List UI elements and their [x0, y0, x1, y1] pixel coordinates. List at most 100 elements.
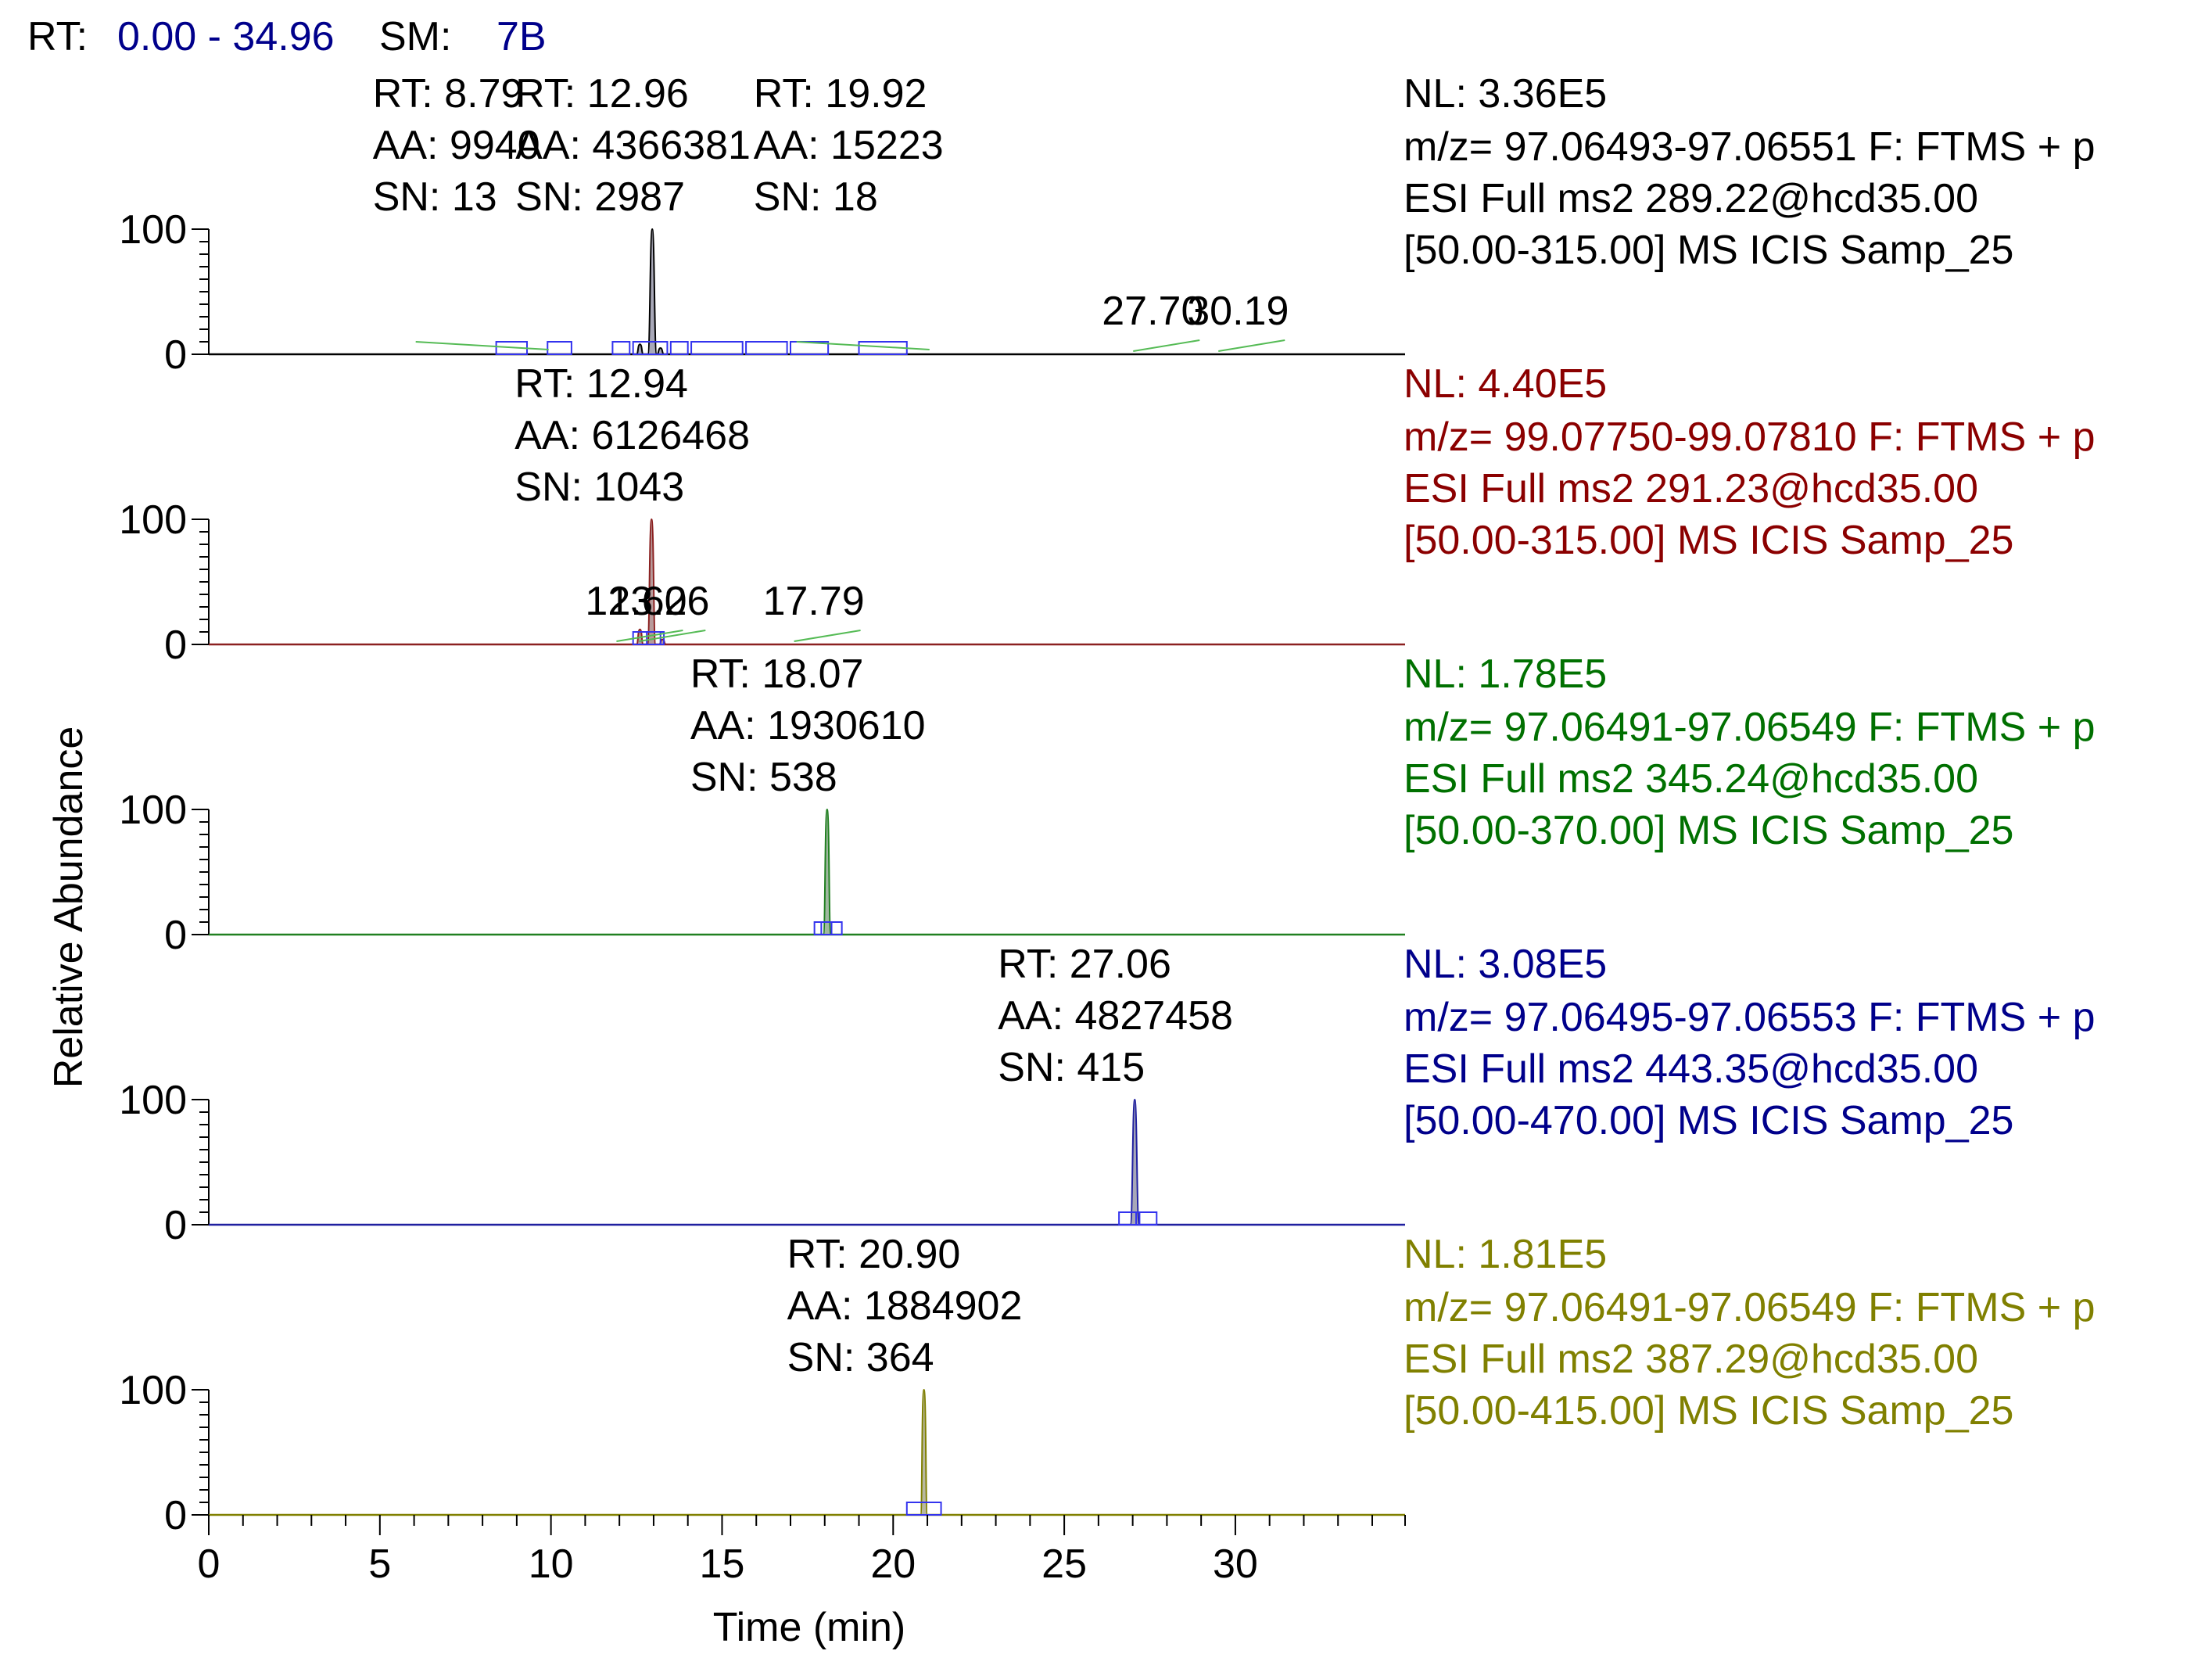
scan-filter-line: m/z= 99.07750-99.07810 F: FTMS + p	[1404, 414, 2095, 460]
peak-annotation-line: SN: 364	[787, 1335, 934, 1380]
y-tick-label: 100	[119, 497, 187, 543]
integration-box	[745, 341, 788, 355]
x-axis-title: Time (min)	[713, 1605, 906, 1650]
x-tick-label: 5	[368, 1541, 391, 1587]
scan-filter-line: m/z= 97.06493-97.06551 F: FTMS + p	[1404, 124, 2095, 170]
y-tick-label: 100	[119, 788, 187, 833]
peak-2	[636, 343, 644, 355]
normalization-level: NL: 3.36E5	[1404, 71, 1607, 117]
integration-box	[1118, 1211, 1141, 1226]
peak-1	[823, 808, 832, 935]
peak-1	[920, 1388, 929, 1516]
minor-leader-line	[794, 630, 861, 642]
peak-annotation-line: RT: 12.94	[514, 361, 688, 407]
peak-annotation-line: AA: 6126468	[514, 413, 750, 458]
header-sm-label: SM:	[379, 14, 451, 59]
header-sm-value: 7B	[497, 14, 547, 59]
x-tick-label: 25	[1041, 1541, 1087, 1587]
y-tick-label: 0	[164, 1203, 187, 1248]
minor-peak-label: 17.79	[763, 579, 865, 624]
normalization-level: NL: 1.81E5	[1404, 1232, 1607, 1277]
integration-box	[690, 341, 744, 355]
y-tick-label: 0	[164, 913, 187, 958]
minor-leader-line	[1133, 339, 1200, 352]
peak-annotation-line: SN: 1043	[514, 465, 684, 510]
peak-annotation-line: SN: 2987	[515, 174, 685, 220]
scan-filter-line: ESI Full ms2 345.24@hcd35.00	[1404, 756, 1978, 802]
normalization-level: NL: 3.08E5	[1404, 942, 1607, 987]
integration-box	[1135, 1211, 1158, 1226]
x-tick-label: 15	[700, 1541, 745, 1587]
minor-leader-line	[639, 630, 706, 642]
peak-1	[647, 518, 657, 645]
panel-1: 100 0 RT: 12.96 AA: 4366381 SN: 2987 RT: 8.79…	[119, 71, 2095, 378]
scan-filter-line: [50.00-370.00] MS ICIS Samp_25	[1404, 808, 2013, 853]
scan-filter-line: ESI Full ms2 289.22@hcd35.00	[1404, 176, 1978, 221]
peak-annotation-line: RT: 27.06	[998, 942, 1171, 987]
y-tick-label: 100	[119, 1368, 187, 1413]
peak-annotation-line: RT: 8.79	[373, 71, 524, 117]
minor-peak-label: 27.70	[1102, 289, 1203, 334]
scan-filter-line: [50.00-315.00] MS ICIS Samp_25	[1404, 228, 2013, 273]
peak-annotation-line: SN: 415	[998, 1045, 1145, 1090]
panel-4: 100 0 RT: 27.06 AA: 4827458 SN: 415 NL: 3.08E…	[119, 942, 2095, 1248]
scan-filter-line: ESI Full ms2 387.29@hcd35.00	[1404, 1337, 1978, 1382]
annotation-leader-line	[796, 341, 930, 350]
x-tick-label: 10	[529, 1541, 574, 1587]
peak-annotation-line: SN: 18	[754, 174, 878, 220]
minor-peak-label: 12.60	[585, 579, 687, 624]
header: RT: 0.00 - 34.96 SM: 7B	[27, 14, 547, 59]
integration-box	[547, 341, 572, 355]
minor-leader-line	[616, 630, 683, 642]
panel-5: 100 0 RT: 20.90 AA: 1884902 SN: 364 NL: 1.81E…	[119, 1232, 2095, 1538]
peak-annotation-line: RT: 12.96	[515, 71, 689, 117]
peak-annotation-line: AA: 4366381	[515, 123, 751, 168]
panel-2: 100 0 RT: 12.94 AA: 6126468 SN: 1043 12.6013.…	[119, 361, 2095, 668]
minor-peak-label: 30.19	[1187, 289, 1289, 334]
integration-box	[905, 1502, 942, 1516]
peak-annotation-line: AA: 4827458	[998, 993, 1233, 1039]
peak-annotation-line: RT: 19.92	[754, 71, 927, 117]
scan-filter-line: m/z= 97.06491-97.06549 F: FTMS + p	[1404, 1285, 2095, 1330]
scan-filter-line: m/z= 97.06491-97.06549 F: FTMS + p	[1404, 705, 2095, 750]
integration-box	[646, 631, 665, 645]
y-tick-label: 0	[164, 332, 187, 378]
peak-1	[647, 228, 658, 355]
peak-annotation-line: SN: 13	[373, 174, 497, 220]
scan-filter-line: [50.00-315.00] MS ICIS Samp_25	[1404, 518, 2013, 563]
peak-annotation-line: AA: 15223	[754, 123, 944, 168]
x-axis: 0 5 10 15 20 25 30	[198, 1515, 1406, 1587]
x-tick-label: 30	[1213, 1541, 1258, 1587]
integration-box	[669, 341, 689, 355]
y-tick-label: 0	[164, 623, 187, 668]
scan-filter-line: ESI Full ms2 443.35@hcd35.00	[1404, 1046, 1978, 1092]
scan-filter-line: [50.00-415.00] MS ICIS Samp_25	[1404, 1388, 2013, 1434]
integration-box	[611, 341, 631, 355]
peak-annotation-line: AA: 1884902	[787, 1283, 1023, 1329]
peak-annotation-line: AA: 9940	[373, 123, 540, 168]
scan-filter-line: ESI Full ms2 291.23@hcd35.00	[1404, 466, 1978, 511]
normalization-level: NL: 4.40E5	[1404, 361, 1607, 407]
chromatogram-panels: 100 0 RT: 12.96 AA: 4366381 SN: 2987 RT: 8.79…	[119, 71, 2095, 1538]
header-rt-range: 0.00 - 34.96	[117, 14, 335, 59]
peak-1	[1129, 1098, 1140, 1226]
normalization-level: NL: 1.78E5	[1404, 651, 1607, 697]
y-tick-label: 0	[164, 1493, 187, 1538]
header-rt-label: RT:	[27, 14, 88, 59]
scan-filter-line: [50.00-470.00] MS ICIS Samp_25	[1404, 1098, 2013, 1143]
minor-peak-label: 13.26	[608, 579, 709, 624]
scan-filter-line: m/z= 97.06495-97.06553 F: FTMS + p	[1404, 995, 2095, 1040]
integration-box	[820, 921, 833, 935]
y-axis-title: Relative Abundance	[46, 727, 91, 1089]
peak-3	[656, 346, 665, 355]
x-tick-label: 20	[870, 1541, 916, 1587]
peak-annotation-line: RT: 18.07	[690, 651, 864, 697]
peak-annotation-line: AA: 1930610	[690, 703, 926, 748]
x-tick-label: 0	[198, 1541, 220, 1587]
y-tick-label: 100	[119, 1078, 187, 1123]
peak-annotation-line: RT: 20.90	[787, 1232, 961, 1277]
y-tick-label: 100	[119, 207, 187, 253]
minor-leader-line	[1218, 339, 1285, 352]
annotation-leader-line	[415, 341, 549, 350]
